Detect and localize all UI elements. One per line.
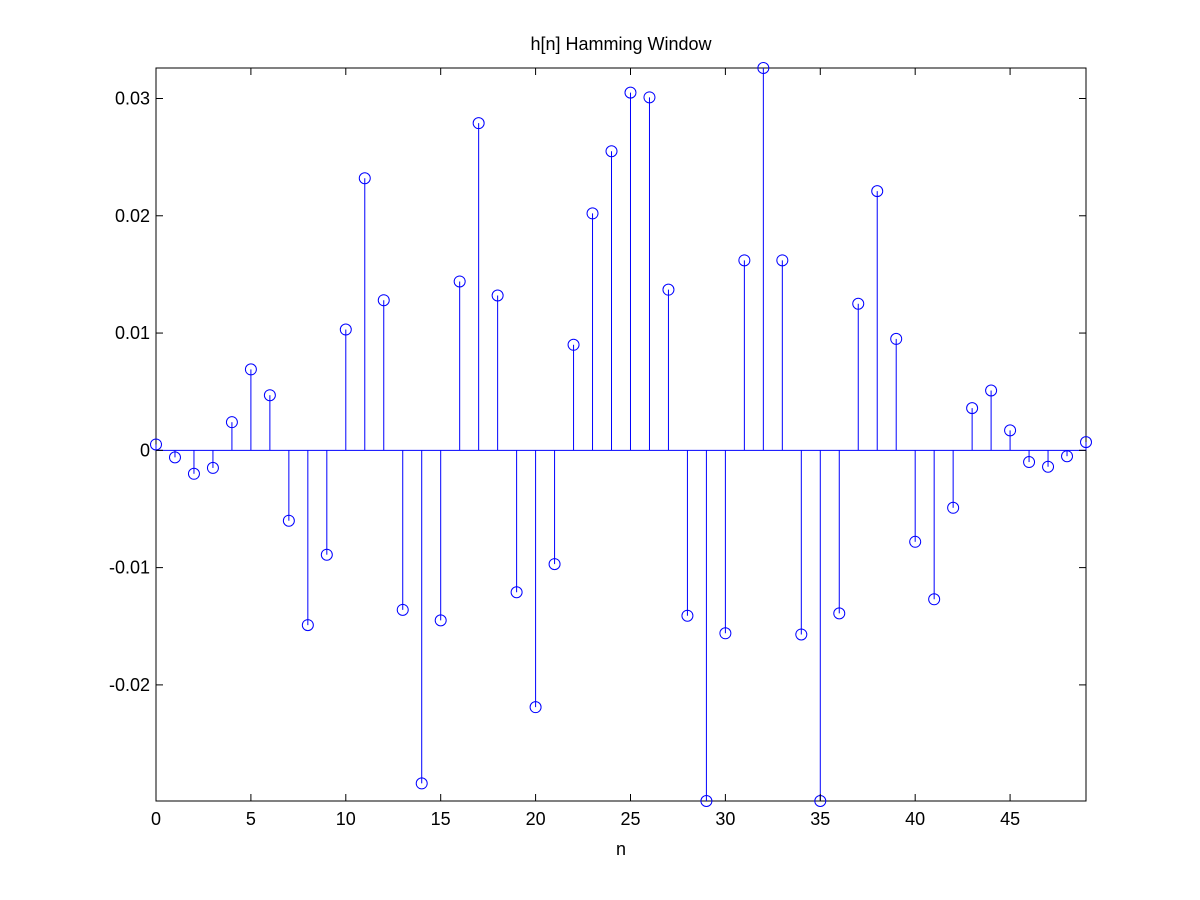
stem-marker — [776, 254, 789, 267]
stem-marker — [548, 558, 561, 571]
stem-marker — [301, 619, 314, 632]
stem-marker — [434, 614, 447, 627]
stem-marker — [947, 501, 960, 514]
stem-marker — [719, 627, 732, 640]
stem-marker — [244, 363, 257, 376]
y-tick-label: -0.02 — [109, 675, 150, 695]
stem-marker — [605, 145, 618, 158]
y-tick-label: 0.03 — [115, 88, 150, 108]
stem-marker — [871, 185, 884, 198]
stem-marker — [643, 91, 656, 104]
stem-marker — [320, 548, 333, 561]
stem-marker — [985, 384, 998, 397]
stem-marker — [339, 323, 352, 336]
stem-marker — [662, 283, 675, 296]
x-tick-label: 40 — [905, 809, 925, 829]
x-tick-label: 45 — [1000, 809, 1020, 829]
stem-marker — [681, 609, 694, 622]
stem-marker — [282, 514, 295, 527]
stem-marker — [225, 416, 238, 429]
stem-marker — [757, 62, 770, 74]
stem-marker — [263, 389, 276, 402]
stem-marker — [567, 338, 580, 351]
x-tick-label: 0 — [151, 809, 161, 829]
stem-marker — [1004, 424, 1017, 437]
y-tick-label: 0 — [140, 440, 150, 460]
stem-marker — [358, 172, 371, 185]
stem-marker — [1080, 436, 1092, 449]
stem-marker — [586, 207, 599, 220]
x-tick-label: 15 — [431, 809, 451, 829]
stem-marker — [928, 593, 941, 606]
stem-marker — [852, 297, 865, 310]
y-tick-label: 0.01 — [115, 323, 150, 343]
stem-marker — [738, 254, 751, 267]
stem-marker — [624, 86, 637, 99]
stem-marker — [415, 777, 428, 790]
stem-marker — [529, 701, 542, 714]
stem-marker — [909, 535, 922, 548]
stem-marker — [795, 628, 808, 641]
stem-marker — [1061, 450, 1074, 463]
chart-title: h[n] Hamming Window — [530, 34, 712, 54]
stem-marker — [833, 607, 846, 620]
stem-marker — [510, 586, 523, 599]
y-tick-label: 0.02 — [115, 206, 150, 226]
x-tick-label: 5 — [246, 809, 256, 829]
stem-layer — [150, 62, 1092, 807]
stem-marker — [890, 332, 903, 345]
stem-marker — [1023, 456, 1036, 469]
x-tick-label: 35 — [810, 809, 830, 829]
x-tick-label: 25 — [620, 809, 640, 829]
stem-marker — [1042, 460, 1055, 473]
stem-marker — [377, 294, 390, 307]
stem-marker — [168, 451, 181, 464]
stem-marker — [700, 795, 713, 807]
stem-marker — [472, 117, 485, 130]
y-tick-label: -0.01 — [109, 558, 150, 578]
stem-marker — [453, 275, 466, 288]
tick-layer: 0 5 10 15 20 25 30 35 40 45 -0.02 -0.01 0 0.01 0.02 0.0… — [109, 68, 1086, 829]
x-tick-label: 30 — [715, 809, 735, 829]
x-tick-label: 20 — [526, 809, 546, 829]
stem-marker — [966, 402, 979, 415]
x-axis-label: n — [616, 839, 626, 859]
stem-marker — [206, 461, 219, 474]
plot-area — [155, 67, 1087, 802]
x-tick-label: 10 — [336, 809, 356, 829]
stem-marker — [491, 289, 504, 302]
stem-marker — [396, 603, 409, 616]
stem-marker — [187, 467, 200, 480]
